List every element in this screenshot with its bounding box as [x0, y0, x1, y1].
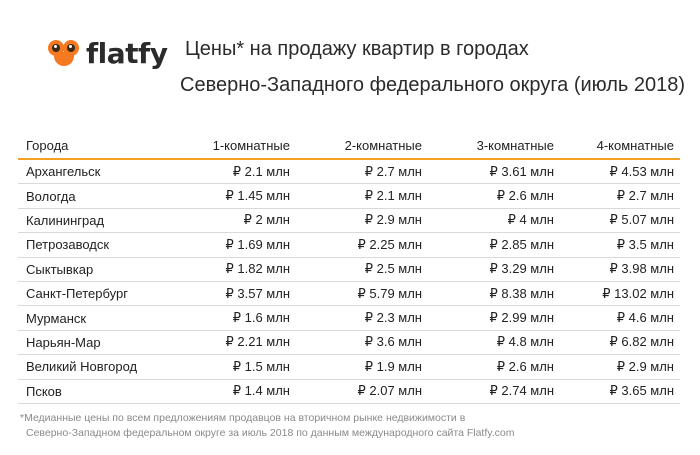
footnote-line-2: Северно-Западном федеральном округе за и… — [26, 427, 515, 439]
price-cell: ₽ 2.3 млн — [296, 305, 428, 331]
price-cell: ₽ 2.1 млн — [296, 183, 428, 209]
price-cell: ₽ 1.82 млн — [168, 257, 296, 282]
price-cell: ₽ 4 млн — [428, 208, 560, 234]
price-cell: ₽ 5.79 млн — [296, 281, 428, 307]
price-cell: ₽ 3.5 млн — [560, 232, 680, 258]
flatfy-owl-logo-icon — [48, 38, 82, 68]
price-cell: ₽ 2.74 млн — [428, 379, 560, 404]
price-cell: ₽ 2.99 млн — [428, 305, 560, 331]
price-cell: ₽ 3.98 млн — [560, 257, 680, 282]
footnote: *Медианные цены по всем предложениям про… — [20, 411, 680, 441]
price-cell: ₽ 4.53 млн — [560, 159, 680, 185]
table-row: Калининград ₽ 2 млн ₽ 2.9 млн ₽ 4 млн ₽ 5.07… — [18, 208, 680, 234]
column-header-rooms-2: 2-комнатные — [296, 132, 428, 160]
table-header-row: Города 1-комнатные 2-комнатные 3-комнатные 4… — [18, 132, 680, 160]
price-table: Города 1-комнатные 2-комнатные 3-комнатные 4… — [18, 132, 680, 404]
price-cell: ₽ 2.6 млн — [428, 354, 560, 380]
city-name-cell: Нарьян-Мар — [18, 330, 168, 356]
price-cell: ₽ 2.9 млн — [296, 208, 428, 234]
page-title-line-2: Северно-Западного федерального округа (и… — [180, 74, 686, 96]
price-cell: ₽ 3.57 млн — [168, 281, 296, 307]
city-name-cell: Мурманск — [18, 305, 168, 331]
price-cell: ₽ 1.4 млн — [168, 379, 296, 404]
price-cell: ₽ 2.7 млн — [296, 159, 428, 185]
price-cell: ₽ 1.69 млн — [168, 232, 296, 258]
city-name-cell: Калининград — [18, 208, 168, 234]
column-header-city: Города — [18, 132, 168, 160]
price-cell: ₽ 4.6 млн — [560, 305, 680, 331]
price-cell: ₽ 2.6 млн — [428, 183, 560, 209]
price-cell: ₽ 1.45 млн — [168, 183, 296, 209]
city-name-cell: Архангельск — [18, 159, 168, 185]
city-name-cell: Псков — [18, 379, 168, 404]
price-cell: ₽ 2.5 млн — [296, 257, 428, 282]
price-cell: ₽ 2.85 млн — [428, 232, 560, 258]
price-cell: ₽ 3.29 млн — [428, 257, 560, 282]
page-title-line-1: Цены* на продажу квартир в городах — [185, 38, 529, 60]
price-cell: ₽ 4.8 млн — [428, 330, 560, 356]
price-cell: ₽ 2.07 млн — [296, 379, 428, 404]
table-row: Псков ₽ 1.4 млн ₽ 2.07 млн ₽ 2.74 млн ₽ 3.65… — [18, 379, 680, 404]
column-header-rooms-3: 3-комнатные — [428, 132, 560, 160]
price-cell: ₽ 2.9 млн — [560, 354, 680, 380]
price-cell: ₽ 2.1 млн — [168, 159, 296, 185]
table-row: Великий Новгород ₽ 1.5 млн ₽ 1.9 млн ₽ 2.6 … — [18, 354, 680, 380]
price-cell: ₽ 5.07 млн — [560, 208, 680, 234]
price-cell: ₽ 2.7 млн — [560, 183, 680, 209]
price-cell: ₽ 1.9 млн — [296, 354, 428, 380]
price-cell: ₽ 3.61 млн — [428, 159, 560, 185]
price-cell: ₽ 8.38 млн — [428, 281, 560, 307]
price-cell: ₽ 2 млн — [168, 208, 296, 234]
price-cell: ₽ 3.65 млн — [560, 379, 680, 404]
table-row: Мурманск ₽ 1.6 млн ₽ 2.3 млн ₽ 2.99 млн ₽ 4.… — [18, 305, 680, 331]
city-name-cell: Вологда — [18, 183, 168, 209]
header: flatfy Цены* на продажу квартир в города… — [0, 0, 700, 120]
table-row: Нарьян-Мар ₽ 2.21 млн ₽ 3.6 млн ₽ 4.8 млн ₽ … — [18, 330, 680, 356]
price-cell: ₽ 1.5 млн — [168, 354, 296, 380]
table-row: Петрозаводск ₽ 1.69 млн ₽ 2.25 млн ₽ 2.85 м… — [18, 232, 680, 258]
price-cell: ₽ 2.21 млн — [168, 330, 296, 356]
price-cell: ₽ 2.25 млн — [296, 232, 428, 258]
column-header-rooms-1: 1-комнатные — [168, 132, 296, 160]
table-body: Архангельск ₽ 2.1 млн ₽ 2.7 млн ₽ 3.61 млн ₽… — [18, 159, 680, 404]
price-cell: ₽ 3.6 млн — [296, 330, 428, 356]
table-row: Сыктывкар ₽ 1.82 млн ₽ 2.5 млн ₽ 3.29 млн ₽ … — [18, 257, 680, 282]
price-cell: ₽ 1.6 млн — [168, 305, 296, 331]
table-row: Архангельск ₽ 2.1 млн ₽ 2.7 млн ₽ 3.61 млн ₽… — [18, 159, 680, 185]
price-cell: ₽ 13.02 млн — [560, 281, 680, 307]
brand-name: flatfy — [86, 36, 168, 70]
table-row: Вологда ₽ 1.45 млн ₽ 2.1 млн ₽ 2.6 млн ₽ 2.7… — [18, 183, 680, 209]
city-name-cell: Петрозаводск — [18, 232, 168, 258]
table-row: Санкт-Петербург ₽ 3.57 млн ₽ 5.79 млн ₽ 8.3… — [18, 281, 680, 307]
column-header-rooms-4: 4-комнатные — [560, 132, 680, 160]
brand-logo[interactable]: flatfy — [48, 36, 168, 70]
price-cell: ₽ 6.82 млн — [560, 330, 680, 356]
city-name-cell: Санкт-Петербург — [18, 281, 168, 307]
city-name-cell: Сыктывкар — [18, 257, 168, 282]
city-name-cell: Великий Новгород — [18, 354, 168, 380]
footnote-line-1: *Медианные цены по всем предложениям про… — [20, 412, 466, 424]
